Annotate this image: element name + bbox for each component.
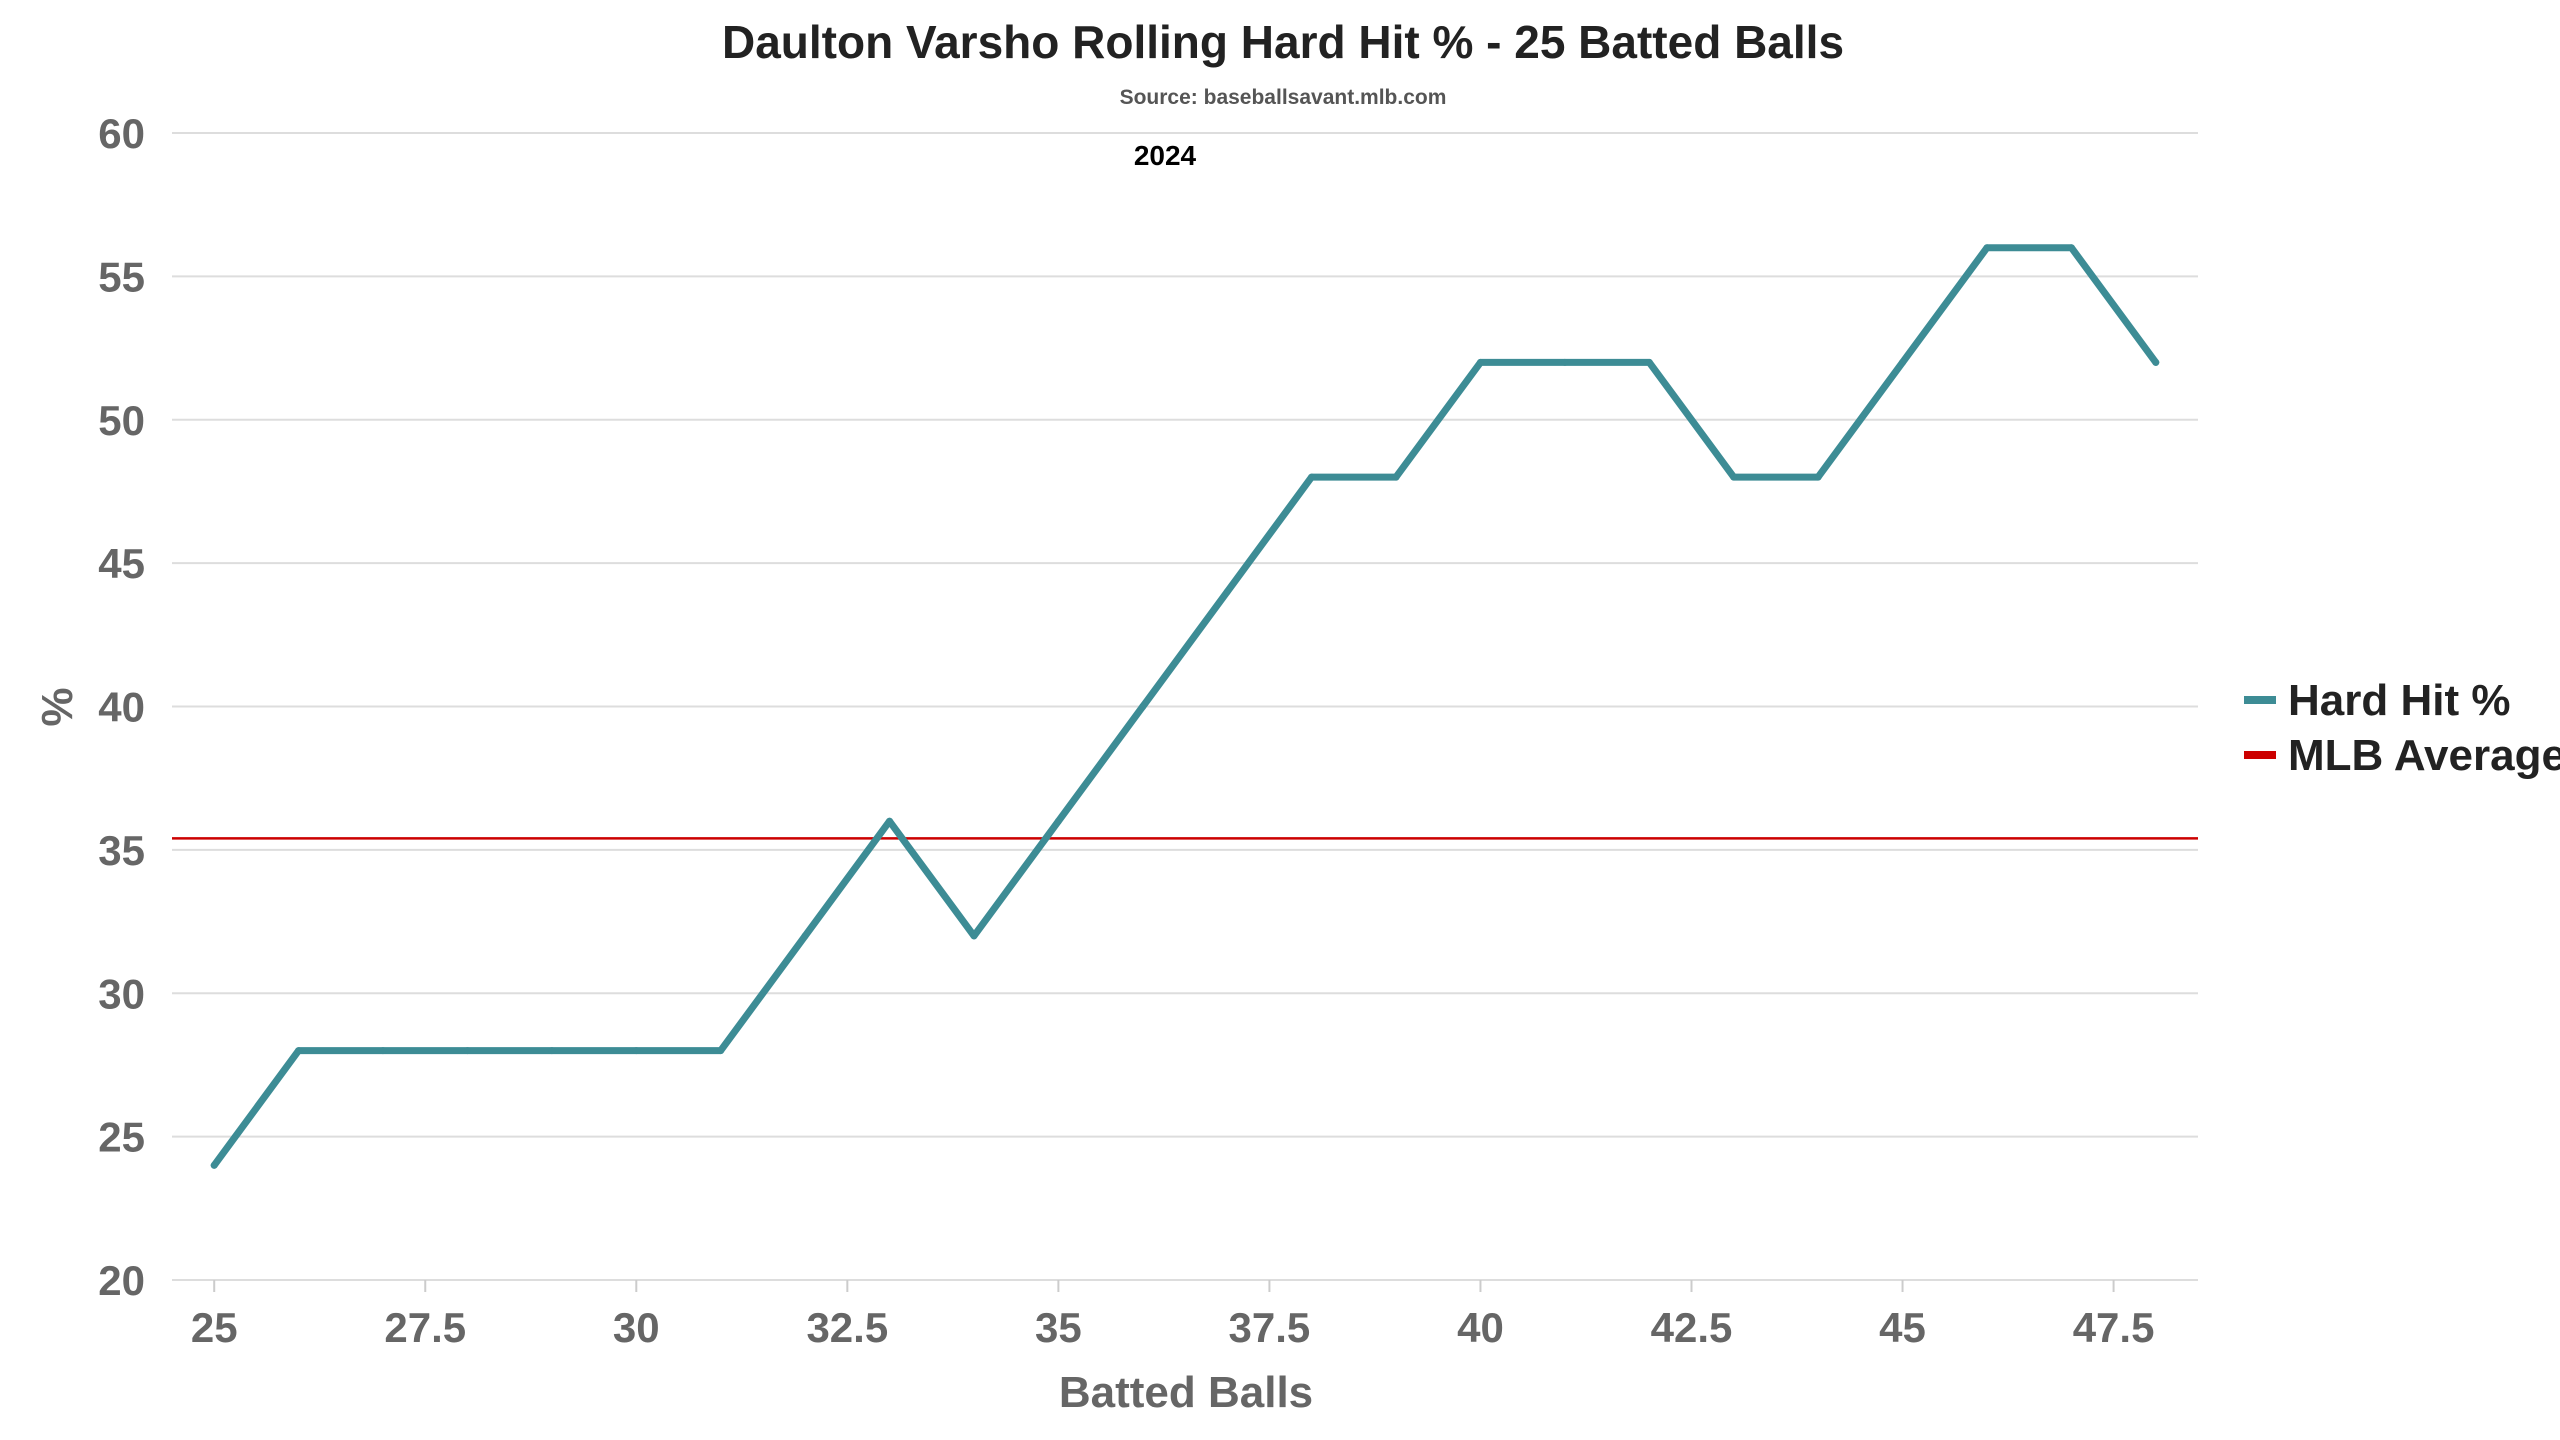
data-point — [210, 1161, 218, 1169]
data-point — [886, 817, 894, 825]
data-point — [1645, 358, 1653, 366]
data-point — [548, 1047, 556, 1055]
x-tick-label: 32.5 — [806, 1304, 888, 1351]
x-tick-label: 27.5 — [384, 1304, 466, 1351]
data-point — [1983, 244, 1991, 252]
data-point — [1730, 473, 1738, 481]
data-point — [1308, 473, 1316, 481]
data-point — [632, 1047, 640, 1055]
chart-subtitle: Source: baseballsavant.mlb.com — [1120, 86, 1447, 109]
legend: Hard Hit % MLB Average — [2244, 676, 2560, 780]
y-tick-label: 60 — [98, 110, 145, 157]
data-point — [1392, 473, 1400, 481]
x-tick-label: 35 — [1035, 1304, 1082, 1351]
data-point — [1814, 473, 1822, 481]
data-point — [801, 932, 809, 940]
data-point — [970, 932, 978, 940]
y-axis-ticks: 20 25 30 35 40 45 50 55 60 — [98, 110, 145, 1304]
year-annotation: 2024 — [1134, 140, 1197, 171]
data-point — [1899, 358, 1907, 366]
x-tick-label: 45 — [1879, 1304, 1926, 1351]
y-tick-label: 25 — [98, 1114, 145, 1161]
legend-label-hard-hit: Hard Hit % — [2288, 676, 2510, 725]
y-tick-label: 35 — [98, 827, 145, 874]
grid-lines — [172, 132, 2198, 1281]
chart-title: Daulton Varsho Rolling Hard Hit % - 25 B… — [722, 16, 1844, 68]
y-tick-label: 50 — [98, 397, 145, 444]
y-tick-label: 40 — [98, 684, 145, 731]
y-axis-title: % — [33, 687, 82, 726]
data-point — [1054, 817, 1062, 825]
x-tick-label: 25 — [191, 1304, 238, 1351]
series-lines — [210, 244, 2160, 1169]
data-point — [2067, 244, 2075, 252]
data-point — [1476, 358, 1484, 366]
x-tick-label: 37.5 — [1229, 1304, 1311, 1351]
y-tick-label: 45 — [98, 540, 145, 587]
legend-label-mlb-average: MLB Average — [2288, 731, 2560, 780]
data-point — [1139, 703, 1147, 710]
data-point — [295, 1047, 303, 1055]
data-point — [463, 1047, 471, 1055]
data-point — [717, 1047, 725, 1055]
data-point — [2152, 358, 2160, 366]
data-point — [379, 1047, 387, 1055]
x-tick-label: 40 — [1457, 1304, 1504, 1351]
x-tick-label: 42.5 — [1651, 1304, 1733, 1351]
x-tick-label: 30 — [613, 1304, 660, 1351]
y-tick-label: 20 — [98, 1257, 145, 1304]
data-point — [1561, 358, 1569, 366]
x-tick-label: 47.5 — [2073, 1304, 2155, 1351]
data-point — [1223, 588, 1231, 596]
y-tick-label: 30 — [98, 970, 145, 1017]
hard-hit-series-line — [210, 244, 2160, 1169]
x-axis-ticks: 25 27.5 30 32.5 35 37.5 40 42.5 45 47.5 — [191, 1280, 2155, 1351]
x-axis-title: Batted Balls — [1059, 1368, 1313, 1417]
y-tick-label: 55 — [98, 253, 145, 300]
